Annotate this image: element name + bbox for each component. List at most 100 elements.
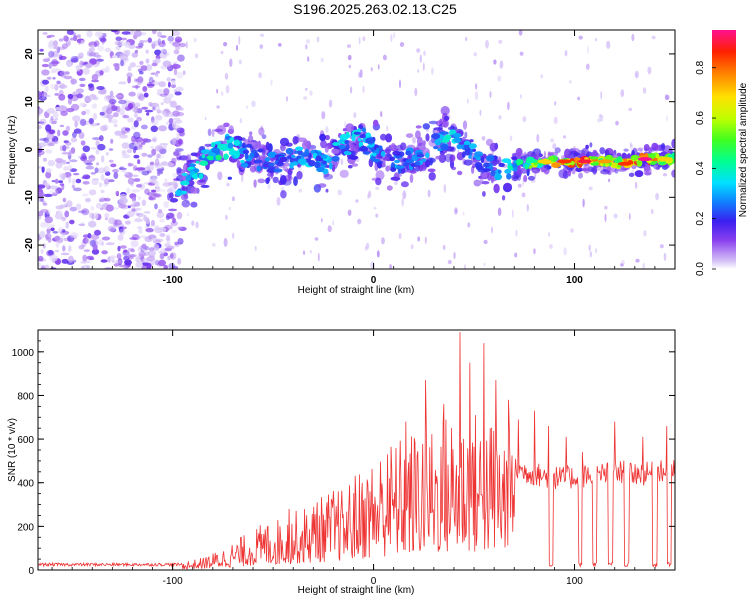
noise-speck bbox=[77, 39, 82, 45]
noise-speck bbox=[171, 157, 177, 164]
noise-speck bbox=[64, 146, 70, 149]
noise-speck bbox=[79, 83, 86, 88]
noise-speck bbox=[61, 258, 69, 264]
ridge-halo bbox=[227, 176, 232, 180]
noise-speck bbox=[88, 220, 97, 228]
noise-speck bbox=[147, 37, 152, 43]
noise-speck bbox=[143, 92, 149, 98]
noise-speck bbox=[61, 152, 70, 155]
noise-speck bbox=[147, 83, 155, 87]
faint-speck bbox=[540, 74, 543, 79]
noise-speck bbox=[158, 227, 167, 233]
ridge-core bbox=[497, 169, 502, 174]
noise-speck bbox=[39, 230, 46, 238]
noise-speck bbox=[85, 162, 93, 166]
spectrogram-xtick-label: 0 bbox=[371, 275, 377, 286]
ridge-halo bbox=[578, 172, 583, 179]
ridge-core bbox=[475, 165, 484, 171]
ridge-core bbox=[310, 150, 316, 154]
noise-speck bbox=[156, 173, 161, 177]
noise-speck bbox=[120, 126, 130, 134]
ridge-halo bbox=[325, 188, 329, 193]
noise-speck bbox=[175, 119, 183, 124]
noise-speck bbox=[179, 42, 187, 48]
noise-speck bbox=[114, 130, 123, 136]
noise-speck bbox=[105, 152, 109, 156]
noise-speck bbox=[81, 266, 85, 269]
colorbar-ticks: 0.0 0.2 0.4 0.6 0.8 bbox=[695, 60, 716, 276]
faint-speck bbox=[337, 189, 342, 196]
faint-speck bbox=[491, 226, 493, 234]
noise-speck bbox=[90, 172, 97, 175]
faint-speck bbox=[550, 138, 555, 143]
faint-speck bbox=[307, 56, 310, 62]
noise-speck bbox=[153, 244, 160, 251]
noise-speck bbox=[110, 138, 114, 144]
noise-speck bbox=[177, 257, 182, 265]
noise-speck bbox=[154, 58, 161, 64]
noise-speck bbox=[131, 189, 141, 193]
noise-speck bbox=[80, 118, 87, 127]
faint-speck bbox=[340, 158, 344, 165]
noise-speck bbox=[69, 159, 78, 163]
ridge-core bbox=[490, 170, 496, 177]
noise-speck bbox=[116, 253, 122, 260]
noise-speck bbox=[44, 216, 53, 224]
noise-speck bbox=[82, 234, 89, 238]
noise-speck bbox=[59, 105, 65, 110]
noise-speck bbox=[144, 236, 153, 243]
noise-speck bbox=[94, 212, 99, 220]
faint-speck bbox=[431, 67, 434, 75]
ridge-core bbox=[353, 131, 361, 135]
noise-speck bbox=[62, 244, 66, 252]
ridge-halo bbox=[339, 169, 349, 178]
noise-speck bbox=[87, 233, 92, 239]
ridge-core bbox=[217, 143, 226, 151]
faint-speck bbox=[606, 40, 611, 50]
ridge-core bbox=[229, 137, 235, 143]
ridge-halo bbox=[181, 186, 186, 192]
faint-speck bbox=[604, 205, 608, 210]
ridge-core bbox=[263, 163, 269, 168]
noise-speck bbox=[104, 212, 110, 219]
noise-speck bbox=[38, 211, 44, 217]
noise-speck bbox=[148, 182, 156, 186]
faint-speck bbox=[259, 33, 265, 37]
noise-speck bbox=[74, 120, 78, 128]
noise-speck bbox=[118, 226, 124, 233]
noise-speck bbox=[79, 69, 84, 74]
noise-speck bbox=[140, 141, 146, 145]
noise-speck bbox=[135, 217, 142, 222]
ridge-core bbox=[526, 156, 535, 164]
faint-speck bbox=[467, 98, 469, 104]
noise-speck bbox=[48, 50, 55, 58]
snr-series-line bbox=[38, 332, 675, 570]
noise-speck bbox=[108, 98, 117, 105]
noise-speck bbox=[121, 103, 130, 110]
noise-speck bbox=[134, 49, 138, 54]
ridge-core bbox=[468, 143, 477, 150]
noise-speck bbox=[38, 95, 47, 101]
noise-speck bbox=[50, 84, 56, 90]
noise-speck bbox=[152, 136, 158, 143]
noise-speck bbox=[118, 108, 125, 116]
ridge-core bbox=[224, 154, 229, 158]
ridge-core bbox=[370, 155, 375, 162]
faint-speck bbox=[212, 243, 216, 247]
noise-speck bbox=[135, 65, 143, 68]
faint-speck bbox=[321, 218, 323, 223]
noise-speck bbox=[49, 254, 58, 262]
noise-speck bbox=[150, 189, 157, 193]
ridge-halo bbox=[438, 153, 447, 163]
noise-speck bbox=[114, 63, 120, 72]
noise-speck bbox=[136, 78, 143, 86]
noise-speck bbox=[82, 264, 91, 269]
noise-speck bbox=[95, 202, 102, 209]
noise-speck bbox=[60, 70, 67, 78]
noise-speck bbox=[63, 202, 69, 208]
ridge-core bbox=[227, 142, 234, 149]
ridge-core bbox=[397, 167, 402, 174]
faint-speck bbox=[303, 250, 305, 255]
ridge-core bbox=[240, 162, 249, 168]
noise-speck bbox=[40, 209, 49, 213]
